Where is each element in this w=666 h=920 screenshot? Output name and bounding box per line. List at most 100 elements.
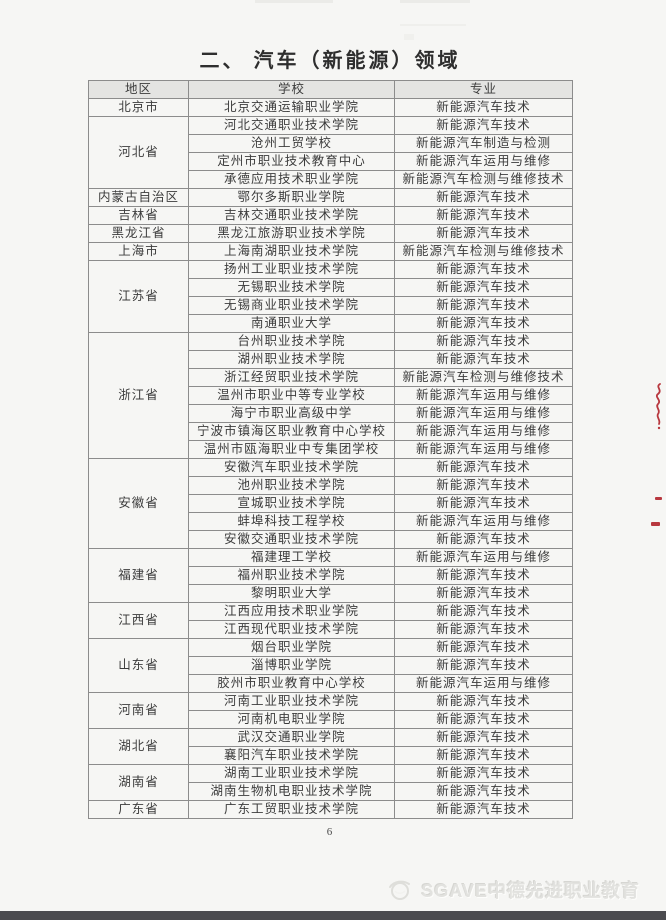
- table-row: 黑龙江省 黑龙江旅游职业技术学院 新能源汽车技术: [88, 224, 573, 243]
- red-annotation-mark: [655, 383, 661, 430]
- school-cell: 河北交通职业技术学院: [188, 116, 395, 135]
- major-cell: 新能源汽车技术: [394, 278, 573, 297]
- table-row: 江苏省 扬州工业职业技术学院 新能源汽车技术: [88, 260, 573, 333]
- school-cell: 上海南湖职业技术学院: [188, 242, 395, 261]
- table-row: 河南机电职业学院 新能源汽车技术: [89, 710, 573, 729]
- major-cell: 新能源汽车技术: [394, 566, 573, 585]
- major-cell: 新能源汽车技术: [394, 188, 573, 207]
- red-annotation-mark: [651, 522, 660, 526]
- page-number: 6: [326, 826, 334, 838]
- region-cell: 福建省: [88, 548, 189, 603]
- watermark-text: SGAVE中德先进职业教育: [421, 881, 640, 901]
- major-cell: 新能源汽车检测与维修技术: [394, 368, 573, 387]
- school-cell: 无锡职业技术学院: [188, 278, 395, 297]
- major-cell: 新能源汽车技术: [394, 260, 573, 279]
- school-cell: 海宁市职业高级中学: [188, 404, 395, 423]
- school-cell: 胶州市职业教育中心学校: [188, 674, 395, 693]
- table-row: 江西现代职业技术学院 新能源汽车技术: [89, 620, 573, 639]
- school-cell: 定州市职业技术教育中心: [188, 152, 395, 171]
- major-cell: 新能源汽车技术: [394, 584, 573, 603]
- table-row: 宁波市镇海区职业教育中心学校 新能源汽车运用与维修: [89, 422, 573, 441]
- region-cell: 河北省: [88, 116, 189, 189]
- school-cell: 蚌埠科技工程学校: [188, 512, 395, 531]
- school-cell: 黑龙江旅游职业技术学院: [188, 224, 395, 243]
- major-cell: 新能源汽车技术: [394, 224, 573, 243]
- school-cell: 无锡商业职业技术学院: [188, 296, 395, 315]
- major-cell: 新能源汽车技术: [394, 602, 573, 621]
- major-cell: 新能源汽车运用与维修: [394, 386, 573, 405]
- school-cell: 淄博职业学院: [188, 656, 395, 675]
- region-cell: 湖南省: [88, 764, 189, 801]
- school-cell: 北京交通运输职业学院: [188, 98, 395, 117]
- major-cell: 新能源汽车制造与检测: [394, 134, 573, 153]
- table-row: 无锡商业职业技术学院 新能源汽车技术: [89, 296, 573, 315]
- major-cell: 新能源汽车技术: [394, 638, 573, 657]
- major-cell: 新能源汽车技术: [394, 116, 573, 135]
- region-cell: 江苏省: [88, 260, 189, 333]
- major-cell: 新能源汽车技术: [394, 530, 573, 549]
- header-school: 学校: [188, 80, 395, 99]
- school-cell: 河南机电职业学院: [188, 710, 395, 729]
- school-cell: 襄阳汽车职业技术学院: [188, 746, 395, 765]
- school-cell: 武汉交通职业学院: [188, 728, 395, 747]
- school-cell: 广东工贸职业技术学院: [188, 800, 395, 819]
- major-cell: 新能源汽车运用与维修: [394, 674, 573, 693]
- table-row: 福建省 福建理工学校 新能源汽车运用与维修: [88, 548, 573, 603]
- school-cell: 福建理工学校: [188, 548, 395, 567]
- major-cell: 新能源汽车技术: [394, 692, 573, 711]
- major-cell: 新能源汽车技术: [394, 656, 573, 675]
- bottom-bar: [0, 911, 666, 920]
- region-cell: 黑龙江省: [88, 224, 189, 243]
- region-cell: 北京市: [88, 98, 189, 117]
- major-cell: 新能源汽车运用与维修: [394, 152, 573, 171]
- school-cell: 烟台职业学院: [188, 638, 395, 657]
- school-cell: 黎明职业大学: [188, 584, 395, 603]
- school-cell: 吉林交通职业技术学院: [188, 206, 395, 225]
- region-cell: 安徽省: [88, 458, 189, 549]
- table-row: 广东省 广东工贸职业技术学院 新能源汽车技术: [88, 800, 573, 819]
- school-cell: 宁波市镇海区职业教育中心学校: [188, 422, 395, 441]
- school-cell: 江西现代职业技术学院: [188, 620, 395, 639]
- major-cell: 新能源汽车技术: [394, 764, 573, 783]
- scan-artifact: [404, 34, 414, 40]
- table-row: 湖州职业技术学院 新能源汽车技术: [89, 350, 573, 369]
- table-row: 河南省 河南工业职业技术学院 新能源汽车技术: [88, 692, 573, 729]
- school-cell: 安徽汽车职业技术学院: [188, 458, 395, 477]
- publisher-watermark: SGAVE中德先进职业教育: [387, 874, 640, 906]
- table-row: 承德应用技术职业学院 新能源汽车检测与维修技术: [89, 170, 573, 189]
- table-row: 山东省 烟台职业学院 新能源汽车技术: [88, 638, 573, 693]
- major-cell: 新能源汽车运用与维修: [394, 404, 573, 423]
- table-row: 江西省 江西应用技术职业学院 新能源汽车技术: [88, 602, 573, 639]
- region-school-major-table: 地区 学校 专业 北京市 北京交通运输职业学院 新能源汽车技术 河北省 河北交通职业技术…: [88, 80, 573, 819]
- school-cell: 宣城职业技术学院: [188, 494, 395, 513]
- table-row: 淄博职业学院 新能源汽车技术: [89, 656, 573, 675]
- school-cell: 湖南生物机电职业技术学院: [188, 782, 395, 801]
- table-row: 北京市 北京交通运输职业学院 新能源汽车技术: [88, 98, 573, 117]
- school-cell: 鄂尔多斯职业学院: [188, 188, 395, 207]
- major-cell: 新能源汽车技术: [394, 710, 573, 729]
- major-cell: 新能源汽车技术: [394, 728, 573, 747]
- table-row: 温州市瓯海职业中专集团学校 新能源汽车运用与维修: [89, 440, 573, 459]
- major-cell: 新能源汽车技术: [394, 206, 573, 225]
- major-cell: 新能源汽车技术: [394, 800, 573, 819]
- region-cell: 内蒙古自治区: [88, 188, 189, 207]
- major-cell: 新能源汽车技术: [394, 746, 573, 765]
- major-cell: 新能源汽车运用与维修: [394, 422, 573, 441]
- school-cell: 承德应用技术职业学院: [188, 170, 395, 189]
- header-major: 专业: [394, 80, 573, 99]
- table-row: 吉林省 吉林交通职业技术学院 新能源汽车技术: [88, 206, 573, 225]
- major-cell: 新能源汽车技术: [394, 314, 573, 333]
- table-row: 黎明职业大学 新能源汽车技术: [89, 584, 573, 603]
- school-cell: 福州职业技术学院: [188, 566, 395, 585]
- region-cell: 江西省: [88, 602, 189, 639]
- region-cell: 山东省: [88, 638, 189, 693]
- table-row: 海宁市职业高级中学 新能源汽车运用与维修: [89, 404, 573, 423]
- major-cell: 新能源汽车技术: [394, 350, 573, 369]
- scan-artifact: [255, 0, 333, 3]
- table-row: 襄阳汽车职业技术学院 新能源汽车技术: [89, 746, 573, 765]
- table-row: 河北省 河北交通职业技术学院 新能源汽车技术: [88, 116, 573, 189]
- region-cell: 吉林省: [88, 206, 189, 225]
- major-cell: 新能源汽车技术: [394, 620, 573, 639]
- school-cell: 台州职业技术学院: [188, 332, 395, 351]
